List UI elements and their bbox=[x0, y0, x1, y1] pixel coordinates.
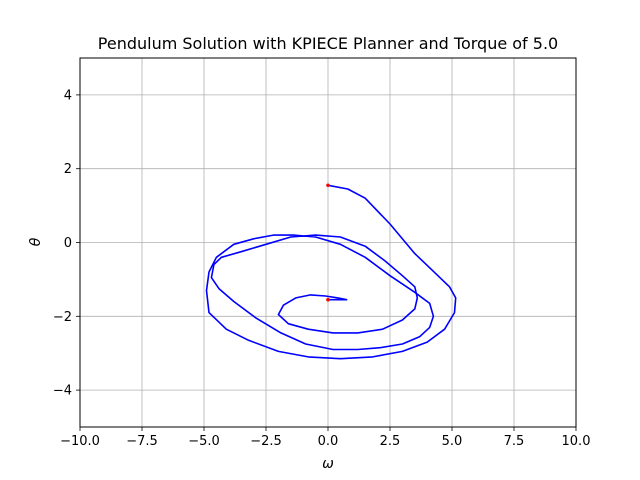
x-tick-label: 2.5 bbox=[380, 434, 401, 449]
series-layer bbox=[205, 184, 457, 360]
trajectory-line bbox=[205, 184, 457, 360]
x-axis-label: ω bbox=[322, 456, 334, 472]
x-tick-label: 7.5 bbox=[504, 434, 525, 449]
ticks: −10.0 −7.5 −5.0 −2.5 0.0 2.5 5.0 7.5 10.0 −4 −2 0 2 4 bbox=[53, 88, 591, 449]
x-tick-label: −7.5 bbox=[126, 434, 158, 449]
marker-layer bbox=[326, 183, 330, 302]
y-tick-label: −2 bbox=[53, 310, 72, 325]
y-axis-label: θ bbox=[28, 237, 44, 246]
x-tick-label: −2.5 bbox=[250, 434, 282, 449]
x-tick-label: 10.0 bbox=[562, 434, 591, 449]
chart-title: Pendulum Solution with KPIECE Planner an… bbox=[98, 34, 558, 53]
x-tick-label: −10.0 bbox=[60, 434, 100, 449]
state-marker bbox=[326, 183, 330, 188]
state-marker bbox=[326, 297, 330, 302]
y-tick-label: 4 bbox=[64, 88, 72, 103]
y-tick-label: 0 bbox=[64, 236, 72, 251]
x-tick-label: 5.0 bbox=[442, 434, 463, 449]
grid bbox=[79, 58, 577, 427]
x-tick-label: 0.0 bbox=[318, 434, 339, 449]
y-tick-label: 2 bbox=[64, 162, 72, 177]
y-tick-label: −4 bbox=[53, 384, 72, 399]
x-tick-label: −5.0 bbox=[188, 434, 220, 449]
